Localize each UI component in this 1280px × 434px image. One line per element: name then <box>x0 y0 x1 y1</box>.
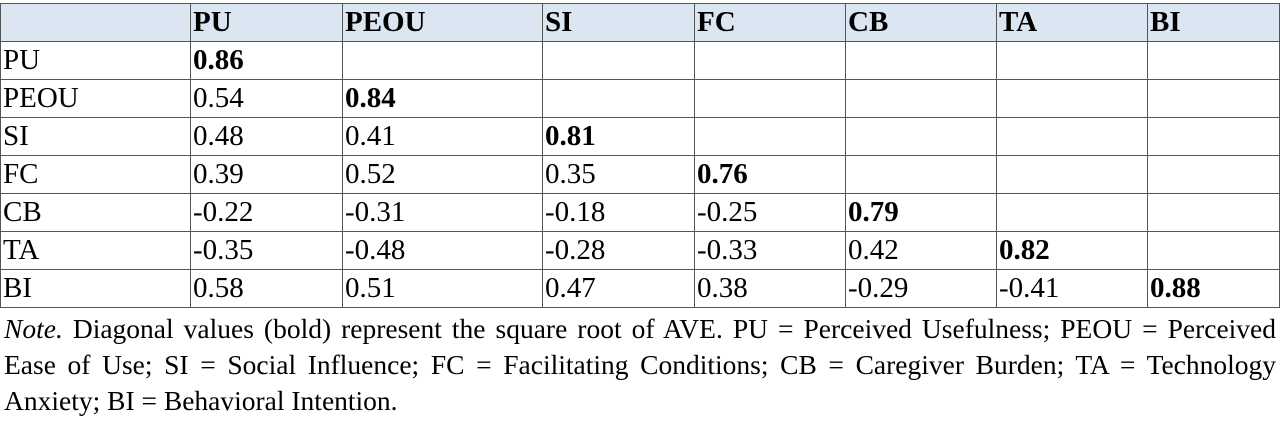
empty-cell <box>1147 117 1280 156</box>
column-header: BI <box>1147 3 1280 42</box>
correlation-cell: 0.76 <box>694 155 846 194</box>
table-row: TA -0.35 -0.48 -0.28 -0.33 0.42 0.82 <box>0 231 1280 270</box>
correlation-cell: 0.48 <box>190 117 343 156</box>
page: PU PEOU SI FC CB TA BI PU 0.86 PEOU 0.54 0.84 SI 0.4… <box>0 3 1280 434</box>
correlation-cell: 0.84 <box>342 79 543 118</box>
row-header: SI <box>0 117 191 156</box>
empty-cell <box>996 41 1148 80</box>
empty-cell <box>694 41 846 80</box>
correlation-cell: -0.22 <box>190 193 343 232</box>
empty-cell <box>996 193 1148 232</box>
correlation-cell: 0.81 <box>542 117 695 156</box>
empty-cell <box>1147 79 1280 118</box>
table-row: FC 0.39 0.52 0.35 0.76 <box>0 155 1280 194</box>
empty-cell <box>845 41 997 80</box>
correlation-cell: 0.47 <box>542 269 695 308</box>
empty-cell <box>845 79 997 118</box>
corner-cell <box>0 3 191 42</box>
table-row: CB -0.22 -0.31 -0.18 -0.25 0.79 <box>0 193 1280 232</box>
empty-cell <box>694 79 846 118</box>
correlation-cell: 0.39 <box>190 155 343 194</box>
note-label: Note. <box>4 313 63 344</box>
correlation-cell: 0.79 <box>845 193 997 232</box>
correlation-cell: 0.35 <box>542 155 695 194</box>
empty-cell <box>996 155 1148 194</box>
table-body: PU 0.86 PEOU 0.54 0.84 SI 0.48 0.41 0.81 FC 0.39 0.… <box>0 41 1280 308</box>
correlation-cell: 0.51 <box>342 269 543 308</box>
table-note: Note. Diagonal values (bold) represent t… <box>0 308 1280 419</box>
table-row: PU 0.86 <box>0 41 1280 80</box>
correlation-table: PU PEOU SI FC CB TA BI PU 0.86 PEOU 0.54 0.84 SI 0.4… <box>0 3 1280 308</box>
correlation-cell: 0.58 <box>190 269 343 308</box>
empty-cell <box>1147 231 1280 270</box>
correlation-cell: -0.29 <box>845 269 997 308</box>
empty-cell <box>542 79 695 118</box>
row-header: CB <box>0 193 191 232</box>
note-text: Diagonal values (bold) represent the squ… <box>4 313 1277 416</box>
header-row: PU PEOU SI FC CB TA BI <box>0 3 1280 42</box>
row-header: TA <box>0 231 191 270</box>
correlation-cell: 0.52 <box>342 155 543 194</box>
table-row: SI 0.48 0.41 0.81 <box>0 117 1280 156</box>
row-header: PEOU <box>0 79 191 118</box>
correlation-cell: 0.41 <box>342 117 543 156</box>
column-header: SI <box>542 3 695 42</box>
correlation-cell: 0.38 <box>694 269 846 308</box>
correlation-cell: -0.33 <box>694 231 846 270</box>
empty-cell <box>542 41 695 80</box>
column-header: PEOU <box>342 3 543 42</box>
correlation-cell: -0.28 <box>542 231 695 270</box>
column-header: FC <box>694 3 846 42</box>
empty-cell <box>996 79 1148 118</box>
correlation-cell: -0.31 <box>342 193 543 232</box>
empty-cell <box>694 117 846 156</box>
empty-cell <box>996 117 1148 156</box>
correlation-cell: 0.54 <box>190 79 343 118</box>
table-row: BI 0.58 0.51 0.47 0.38 -0.29 -0.41 0.88 <box>0 269 1280 308</box>
column-header: CB <box>845 3 997 42</box>
correlation-cell: -0.25 <box>694 193 846 232</box>
empty-cell <box>845 117 997 156</box>
row-header: FC <box>0 155 191 194</box>
column-header: PU <box>190 3 343 42</box>
correlation-cell: 0.42 <box>845 231 997 270</box>
row-header: BI <box>0 269 191 308</box>
correlation-cell: 0.88 <box>1147 269 1280 308</box>
correlation-cell: 0.82 <box>996 231 1148 270</box>
empty-cell <box>1147 193 1280 232</box>
empty-cell <box>1147 41 1280 80</box>
column-header: TA <box>996 3 1148 42</box>
correlation-cell: 0.86 <box>190 41 343 80</box>
empty-cell <box>342 41 543 80</box>
correlation-cell: -0.48 <box>342 231 543 270</box>
empty-cell <box>845 155 997 194</box>
empty-cell <box>1147 155 1280 194</box>
correlation-cell: -0.41 <box>996 269 1148 308</box>
correlation-cell: -0.18 <box>542 193 695 232</box>
row-header: PU <box>0 41 191 80</box>
correlation-cell: -0.35 <box>190 231 343 270</box>
table-row: PEOU 0.54 0.84 <box>0 79 1280 118</box>
